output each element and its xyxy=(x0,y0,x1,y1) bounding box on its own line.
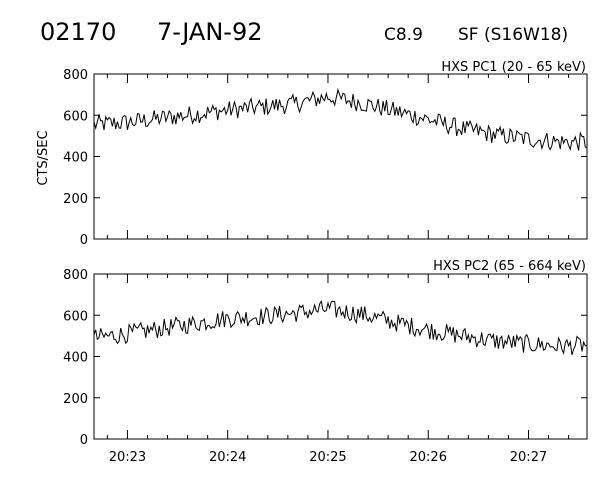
y-tick-label: 400 xyxy=(63,351,88,366)
y-axis-label: CTS/SEC xyxy=(36,130,51,185)
x-tick-label: 20:25 xyxy=(309,450,346,465)
panel-hxs-pc2: HXS PC2 (65 - 664 keV) 0 200 400 600 800 20:… xyxy=(63,259,588,465)
y-tick-label: 800 xyxy=(63,68,88,83)
x-tick-label: 20:23 xyxy=(109,450,146,465)
series-line xyxy=(93,299,588,356)
event-date: 7-JAN-92 xyxy=(157,18,263,46)
plot-frame xyxy=(93,273,588,440)
x-tick-label: 20:27 xyxy=(510,450,547,465)
y-tick-label: 200 xyxy=(63,192,88,207)
y-tick-label: 0 xyxy=(80,433,88,448)
plot-frame xyxy=(93,73,588,240)
panel-label: HXS PC2 (65 - 664 keV) xyxy=(433,259,586,274)
x-tick-label: 20:24 xyxy=(209,450,246,465)
y-tick-label: 200 xyxy=(63,392,88,407)
x-tick-label: 20:26 xyxy=(410,450,447,465)
y-tick-label: 600 xyxy=(63,309,88,324)
y-axis: 0 200 400 600 800 xyxy=(63,268,587,448)
y-tick-label: 400 xyxy=(63,151,88,166)
event-id: 02170 xyxy=(40,18,116,46)
flare-location: SF (S16W18) xyxy=(458,25,568,45)
x-axis xyxy=(106,274,570,439)
x-axis xyxy=(106,74,570,239)
y-axis: 0 200 400 600 800 xyxy=(63,68,587,248)
y-tick-label: 600 xyxy=(63,109,88,124)
panel-label: HXS PC1 (20 - 65 keV) xyxy=(441,60,586,75)
y-tick-label: 0 xyxy=(80,233,88,248)
panel-hxs-pc1: HXS PC1 (20 - 65 keV) CTS/SEC 0 200 400 600… xyxy=(36,60,588,248)
goes-class: C8.9 xyxy=(384,25,423,45)
x-tick-labels: 20:23 20:24 20:25 20:26 20:27 xyxy=(109,450,548,465)
series-line xyxy=(93,87,588,151)
y-tick-label: 800 xyxy=(63,268,88,283)
